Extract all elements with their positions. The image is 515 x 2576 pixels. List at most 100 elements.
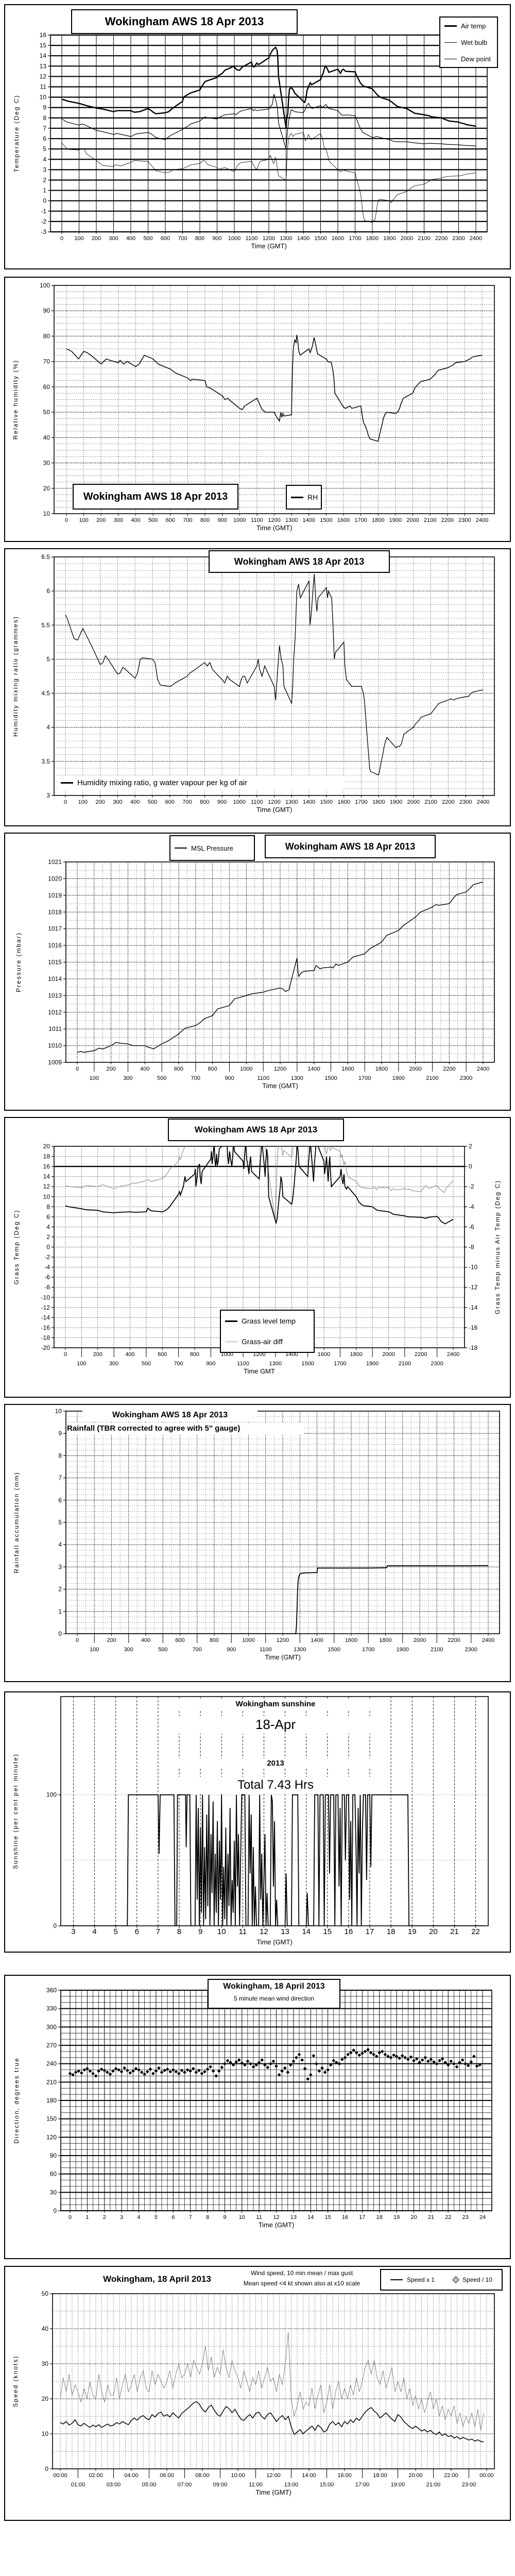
y2-tick-label: -8: [469, 1244, 474, 1251]
chart-title-text: Wokingham sunshine: [173, 1699, 379, 1710]
x-tick-label: 1700: [334, 1361, 346, 1367]
x-tick-label: 600: [166, 517, 175, 523]
x-tick-label: 1800: [372, 517, 384, 523]
x-tick-label: 11:00: [249, 2482, 263, 2488]
chart-title-text: Wind speed, 10 min mean / max gust: [232, 2269, 372, 2278]
legend-line-swatch-icon: [444, 25, 457, 27]
x-tick-label: 300: [124, 1647, 133, 1653]
x-tick-label: 0: [64, 1351, 67, 1358]
x-tick-label: 19: [393, 2214, 400, 2221]
y-tick-label: 360: [46, 1987, 57, 1994]
x-tick-label: 1100: [257, 1075, 269, 1081]
y-tick-label: 40: [42, 2325, 49, 2332]
plot-frame: [60, 1696, 489, 1926]
plot-frame: [54, 556, 495, 796]
x-tick-label: 1100: [260, 1647, 272, 1653]
sunshine-chart: 0 100 3 4 5 6 7 8 9 10 11 12 13 14 15 16 17 18 19 20 21 22 Tim…: [4, 1691, 511, 1953]
x-tick-label: 12:00: [266, 2472, 281, 2479]
x-tick-label: 2300: [431, 1361, 443, 1367]
x-tick-label: 1600: [332, 235, 344, 242]
x-tick-label: 6: [171, 2214, 175, 2221]
chart-title-text: 18-Apr: [173, 1716, 379, 1734]
y-tick-label: 14: [40, 52, 47, 59]
max-gust: [60, 2332, 484, 2431]
x-tick-label: 2: [103, 2214, 106, 2221]
y-tick-label: 50: [43, 409, 50, 416]
wet-bulb: [61, 94, 476, 149]
y-tick-label: 16: [43, 1163, 50, 1170]
x-tick-label: 400: [126, 235, 135, 242]
grass-temp-chart-plot: -20-18-16-14-12-10-8-6-4-202468101214161…: [13, 1143, 501, 1375]
legend-entry: Dew point: [440, 55, 497, 63]
y-tick-label: 7: [43, 125, 46, 132]
x-tick-label: 1900: [390, 799, 402, 805]
x-tick-label: 700: [178, 235, 187, 242]
x-tick-label: 1500: [328, 1647, 340, 1653]
x-tick-label: 1700: [349, 235, 361, 242]
x-tick-label: 0: [76, 1066, 79, 1072]
x-axis-title: Time GMT: [244, 1367, 275, 1375]
x-tick-label: 600: [158, 1351, 167, 1358]
y-tick-label: 18: [43, 1153, 50, 1160]
x-tick-label: 05:00: [142, 2482, 157, 2488]
x-tick-label: 1500: [320, 517, 332, 523]
x-tick-label: 17:00: [355, 2482, 370, 2488]
x-tick-label: 800: [200, 517, 210, 523]
y-tick-label: 6: [46, 587, 50, 595]
y-axis-title: Sunshine (per cent per minute): [12, 1753, 19, 1869]
x-tick-label: 02:00: [89, 2472, 103, 2479]
x-tick-label: 600: [161, 235, 170, 242]
x-tick-label: 1200: [268, 517, 280, 523]
x-tick-label: 200: [96, 517, 106, 523]
x-tick-label: 8: [177, 1927, 181, 1936]
x-tick-label: 500: [143, 235, 152, 242]
x-tick-label: 200: [95, 799, 105, 805]
x-tick-label: 15: [325, 2214, 331, 2221]
legend-entry: MSL Pressure: [170, 844, 254, 852]
sunshine-chart-plot: 0 100 3 4 5 6 7 8 9 10 11 12 13 14 15 16 17 18 19 20 21 22 Tim…: [12, 1696, 489, 1946]
chart-title-text: Wokingham AWS 18 Apr 2013: [168, 1118, 344, 1141]
y-tick-label: 2: [58, 1586, 62, 1593]
y-tick-label: 10: [43, 510, 50, 517]
legend-diamond-swatch-icon: [452, 2276, 460, 2284]
x-tick-label: 21:00: [426, 2482, 441, 2488]
x-tick-label: 2100: [431, 1647, 443, 1653]
x-tick-label: 2100: [426, 1075, 438, 1081]
legend: Humidity mixing ratio, g water vapour pe…: [57, 776, 345, 789]
y-tick-label: 240: [46, 2060, 57, 2067]
y-tick-label: -3: [41, 228, 46, 235]
grass-air-diff: [65, 1146, 454, 1222]
x-tick-label: 700: [191, 1075, 200, 1081]
x-axis-title: Time (GMT): [265, 1653, 301, 1661]
x-tick-label: 20: [410, 2214, 417, 2221]
rh: [66, 334, 483, 442]
x-tick-label: 1000: [240, 1066, 252, 1072]
x-tick-label: 1100: [246, 235, 258, 242]
y2-tick-label: -6: [469, 1223, 474, 1230]
x-tick-label: 200: [92, 235, 101, 242]
y-tick-label: 1020: [48, 875, 62, 882]
x-tick-label: 1000: [242, 1637, 254, 1643]
y-tick-label: 5.5: [41, 621, 50, 629]
legend-label: Humidity mixing ratio, g water vapour pe…: [77, 778, 248, 787]
x-tick-label: 1700: [354, 517, 367, 523]
legend: Grass level temp Grass-air diff: [220, 1310, 315, 1353]
y-tick-label: 150: [46, 2115, 57, 2123]
y2-tick-label: -10: [469, 1264, 478, 1271]
x-tick-label: 18:00: [373, 2472, 387, 2479]
wind-direction-chart: 0 30 60 90 120 150 180 210 240 270 300 330 360 0 1 2 3 4 5…: [4, 1975, 511, 2259]
x-tick-label: 22: [445, 2214, 451, 2221]
x-tick-label: 09:00: [213, 2482, 228, 2488]
y-axis-title: Relative humidity (%): [12, 360, 19, 439]
y-tick-label: 1012: [48, 1009, 62, 1016]
x-tick-label: 4: [92, 1927, 96, 1936]
humidity-mixing-ratio: [65, 574, 484, 776]
x-tick-label: 2000: [401, 235, 413, 242]
legend: RH: [286, 485, 322, 510]
legend-line-swatch-icon: [225, 1320, 237, 1322]
x-tick-label: 600: [175, 1637, 184, 1643]
x-tick-label: 1100: [237, 1361, 249, 1367]
x-tick-label: 1700: [362, 1647, 374, 1653]
x-tick-label: 1600: [341, 1066, 354, 1072]
x-tick-label: 11: [239, 1927, 247, 1936]
